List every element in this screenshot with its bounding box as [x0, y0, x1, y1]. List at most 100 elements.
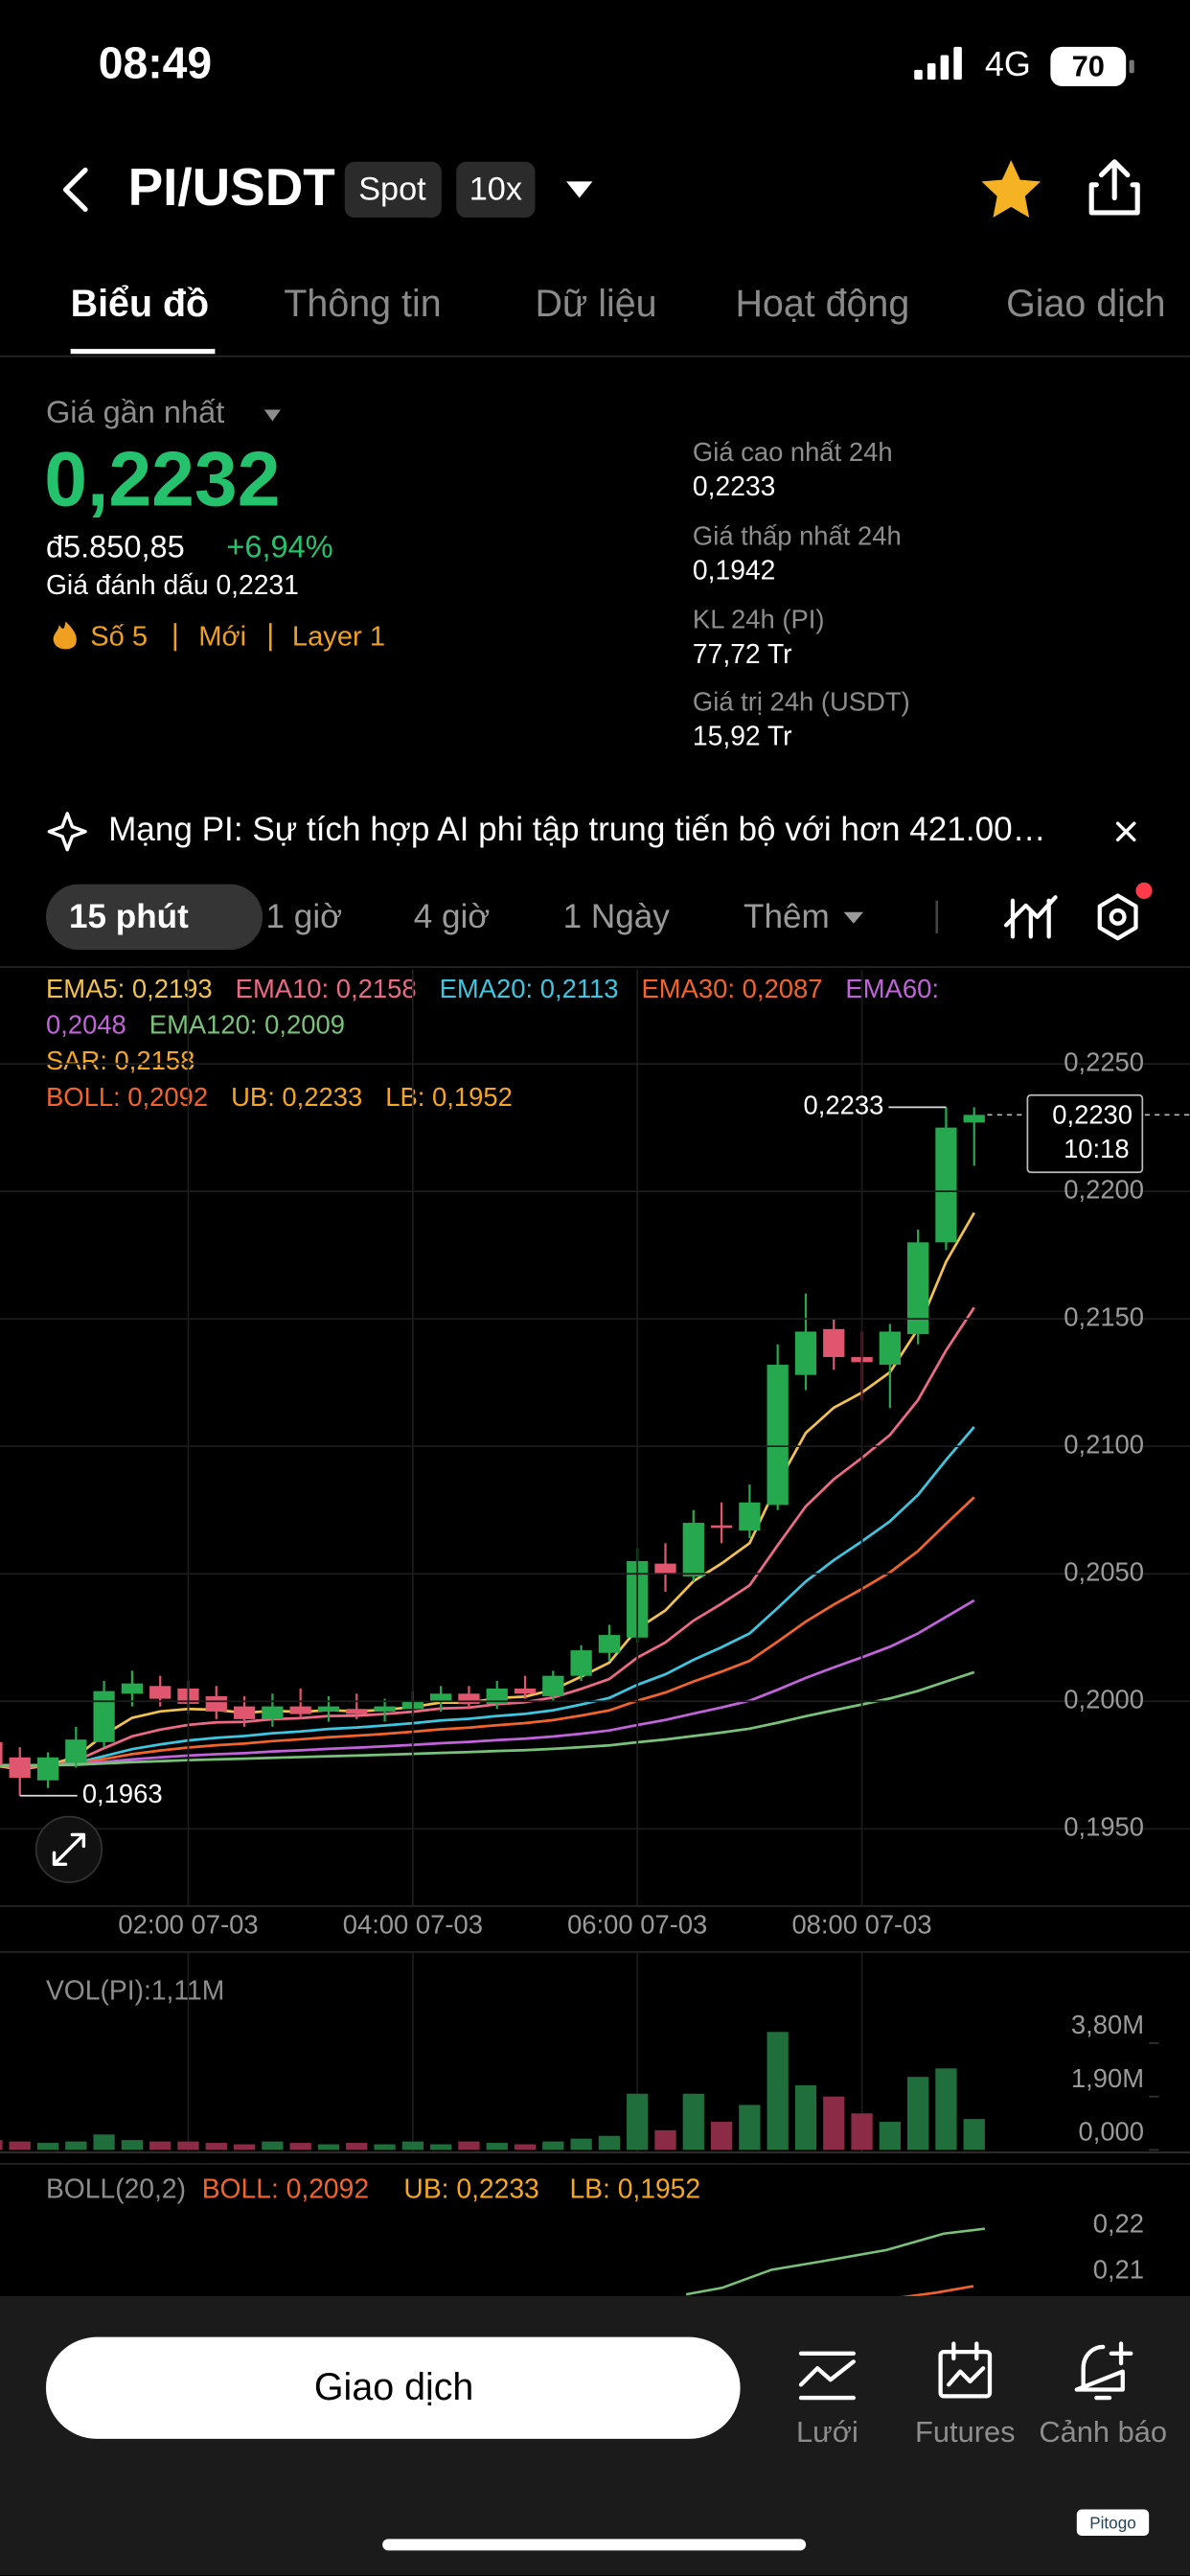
network: 4G: [985, 44, 1031, 83]
divider: [0, 2151, 1190, 2153]
candle-body: [907, 1242, 929, 1335]
badge-bg: [456, 161, 536, 218]
countdown: 10:18: [1064, 1134, 1130, 1163]
candle-body: [739, 1502, 761, 1531]
more-dropdown[interactable]: [843, 911, 864, 924]
candle-body: [317, 1706, 340, 1712]
candle-body: [149, 1686, 172, 1699]
volume-bar: [963, 2119, 985, 2150]
interval[interactable]: 4 giờ: [414, 898, 491, 935]
indicator-value: EMA10: 0,2158: [235, 976, 417, 1004]
volume-bar: [65, 2141, 87, 2150]
settings-icon[interactable]: [1097, 893, 1138, 941]
volume-bar: [346, 2143, 368, 2150]
volume-title: VOL(PI):1,11M: [46, 1974, 224, 2005]
indicator-row: EMA5: 0,2193 EMA10: 0,2158 EMA20: 0,2113 EM…: [46, 973, 1031, 1045]
indicator-value: SAR: 0,2158: [45, 1047, 195, 1077]
pair-dropdown[interactable]: [566, 181, 593, 198]
pair: PI/USDT: [128, 157, 335, 217]
volume-bar: [794, 2084, 817, 2150]
tab[interactable]: Hoạt động: [735, 283, 909, 325]
badge: Spot: [358, 172, 426, 208]
trade-button[interactable]: [45, 2336, 741, 2439]
volume-chart: 0,000 1,90M 3,80M: [0, 2010, 1159, 2151]
volume-bar: [514, 2144, 537, 2150]
volume-bar: [9, 2141, 31, 2150]
change: +6,94%: [226, 530, 332, 564]
indicator-value: EMA20: 0,2113: [439, 976, 619, 1004]
x-tick-label: 04:00 07-03: [343, 1910, 483, 1940]
volume-bar: [851, 2113, 873, 2150]
tab[interactable]: Giao dịch: [1006, 283, 1165, 325]
trade-button-label: Giao dịch: [314, 2366, 473, 2408]
boll-value: UB: 0,2233: [403, 2174, 538, 2204]
price-label-dropdown[interactable]: [263, 409, 281, 422]
last-price: 0,2232: [44, 437, 280, 523]
indicator-value: BOLL: 0,2092: [45, 1084, 209, 1113]
volume-bar: [121, 2140, 144, 2150]
last-price-label: 0,2230: [1052, 1099, 1133, 1129]
y-tick-label: 0,2100: [1064, 1429, 1144, 1459]
futures-icon[interactable]: [938, 2341, 993, 2399]
hot-icon: [53, 621, 77, 650]
indicator-row: SAR: 0,2158: [46, 1045, 1031, 1081]
ema-line: [0, 1306, 975, 1769]
news[interactable]: Mạng PI: Sự tích hợp AI phi tập trung ti…: [108, 811, 1046, 848]
candle-body: [458, 1693, 480, 1704]
boll-value: BOLL: 0,2092: [202, 2174, 369, 2204]
candle-body: [430, 1693, 452, 1702]
notification-dot: [1135, 882, 1153, 899]
candle-body: [598, 1635, 621, 1653]
alert-icon[interactable]: [1074, 2341, 1133, 2401]
candle-body: [570, 1650, 592, 1676]
ema-line: [0, 1496, 975, 1768]
badge: 10x: [469, 172, 522, 208]
news-close[interactable]: [1115, 821, 1136, 842]
interval[interactable]: 1 giờ: [266, 898, 343, 935]
bottom-item[interactable]: Lưới: [796, 2415, 858, 2449]
y-tick-label: 0,2000: [1064, 1685, 1144, 1714]
volume-bar: [177, 2141, 199, 2150]
volume-bar: [486, 2143, 508, 2150]
tab[interactable]: Thông tin: [284, 283, 441, 325]
volume-bar: [289, 2143, 311, 2150]
volume-bar: [36, 2143, 59, 2150]
candle-body: [36, 1757, 59, 1781]
fiat-price: đ5.850,85: [46, 530, 185, 564]
volume-bar: [823, 2096, 845, 2150]
volume-bar: [149, 2141, 172, 2150]
favorite-star[interactable]: [981, 160, 1041, 218]
volume-bar: [935, 2068, 957, 2150]
indicator-icon[interactable]: [1003, 895, 1058, 939]
volume-bar: [907, 2077, 929, 2150]
interval[interactable]: Thêm: [744, 898, 830, 935]
candle-body: [289, 1706, 311, 1714]
stat-value: 77,72 Tr: [693, 638, 792, 669]
low-label: 0,1963: [82, 1779, 163, 1808]
back-button[interactable]: [62, 167, 88, 213]
divider: [0, 966, 1190, 968]
bottom-item[interactable]: Futures: [915, 2415, 1016, 2449]
grid-icon[interactable]: [798, 2351, 856, 2401]
indicator-row: BOLL: 0,2092 UB: 0,2233 LB: 0,1952: [46, 1081, 1031, 1117]
volume-bar: [317, 2144, 340, 2150]
share-icon[interactable]: [1088, 159, 1140, 216]
boll-value: LB: 0,1952: [569, 2174, 700, 2204]
interval[interactable]: 15 phút: [69, 898, 189, 935]
stat-value: 0,2233: [693, 471, 775, 501]
interval[interactable]: 1 Ngày: [563, 898, 671, 935]
stat-value: 15,92 Tr: [693, 721, 792, 751]
stat-label: Giá trị 24h (USDT): [693, 686, 910, 716]
plot-area: [0, 1107, 985, 1796]
volume-bar: [879, 2122, 901, 2150]
ema-line: [0, 1426, 975, 1768]
volume-bar: [542, 2141, 564, 2150]
candle-body: [710, 1525, 733, 1529]
tab[interactable]: Dữ liệu: [535, 283, 656, 325]
ema-line: [0, 1598, 975, 1767]
bottom-item[interactable]: Cảnh báo: [1039, 2415, 1167, 2449]
stat-label: Giá cao nhất 24h: [693, 437, 893, 467]
stat-value: 0,1942: [693, 555, 775, 586]
indicator-value: EMA30: 0,2087: [641, 976, 823, 1004]
tab[interactable]: Biểu đồ: [71, 283, 209, 325]
